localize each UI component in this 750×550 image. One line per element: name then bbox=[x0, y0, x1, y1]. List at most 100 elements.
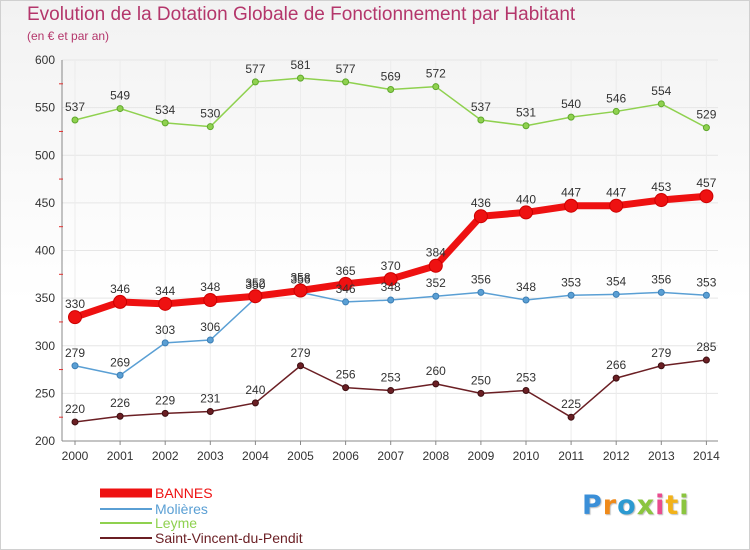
data-point bbox=[567, 291, 575, 299]
data-label: 569 bbox=[381, 70, 401, 84]
data-label: 365 bbox=[336, 264, 356, 278]
data-point bbox=[387, 387, 395, 395]
data-point bbox=[161, 409, 169, 417]
data-label: 269 bbox=[110, 355, 130, 369]
x-tick-label: 2006 bbox=[332, 449, 359, 463]
data-label: 436 bbox=[471, 196, 491, 210]
data-label: 352 bbox=[426, 276, 446, 290]
logo-letter: i bbox=[679, 490, 690, 521]
x-tick-label: 2010 bbox=[513, 449, 540, 463]
logo-letter: i bbox=[655, 490, 666, 521]
data-point bbox=[612, 107, 620, 115]
data-label: 531 bbox=[516, 106, 536, 120]
data-point bbox=[297, 74, 304, 82]
data-point bbox=[71, 116, 79, 124]
data-point bbox=[293, 283, 308, 298]
data-point bbox=[654, 193, 669, 208]
data-point bbox=[116, 105, 124, 113]
y-tick-label: 250 bbox=[35, 386, 55, 400]
data-point bbox=[657, 100, 665, 108]
data-point bbox=[702, 356, 710, 364]
data-label: 581 bbox=[290, 58, 310, 72]
data-point bbox=[383, 272, 398, 287]
legend-swatch bbox=[100, 508, 152, 510]
data-point bbox=[564, 198, 579, 213]
data-label: 285 bbox=[696, 340, 716, 354]
data-label: 348 bbox=[516, 280, 536, 294]
x-tick-label: 2004 bbox=[242, 449, 269, 463]
data-label: 370 bbox=[381, 259, 401, 273]
data-label: 447 bbox=[606, 186, 626, 200]
series-saint-vincent-du-pendit bbox=[71, 356, 710, 426]
data-point bbox=[161, 119, 169, 127]
data-label: 572 bbox=[426, 67, 446, 81]
logo-letter: o bbox=[617, 490, 637, 521]
data-point bbox=[342, 298, 350, 306]
data-point bbox=[248, 289, 263, 304]
data-point bbox=[251, 78, 259, 86]
data-label: 356 bbox=[290, 272, 310, 286]
data-point bbox=[657, 362, 665, 370]
data-label: 220 bbox=[65, 402, 85, 416]
data-point bbox=[477, 288, 485, 296]
data-label: 352 bbox=[245, 276, 265, 290]
logo-letter: P bbox=[582, 490, 603, 521]
data-label: 537 bbox=[65, 100, 85, 114]
data-label: 577 bbox=[245, 62, 265, 76]
legend-swatch bbox=[100, 488, 152, 498]
data-point bbox=[68, 310, 82, 325]
data-label: 279 bbox=[290, 346, 310, 360]
legend: BANNESMolièresLeymeSaint-Vincent-du-Pend… bbox=[100, 485, 303, 546]
x-tick-label: 2002 bbox=[152, 449, 179, 463]
legend-item: BANNES bbox=[100, 485, 213, 501]
y-tick-label: 550 bbox=[35, 101, 55, 115]
data-point bbox=[657, 288, 665, 296]
data-label: 225 bbox=[561, 397, 581, 411]
data-label: 344 bbox=[155, 284, 175, 298]
data-label: 330 bbox=[65, 297, 85, 311]
data-point bbox=[612, 374, 620, 382]
data-point bbox=[428, 258, 443, 273]
data-point bbox=[432, 83, 440, 91]
data-label: 303 bbox=[155, 323, 175, 337]
data-label: 530 bbox=[200, 107, 220, 121]
data-label: 348 bbox=[381, 280, 401, 294]
x-tick-label: 2014 bbox=[693, 449, 720, 463]
data-point bbox=[477, 116, 485, 124]
legend-item: Saint-Vincent-du-Pendit bbox=[100, 530, 303, 546]
data-label: 353 bbox=[696, 275, 716, 289]
data-label: 457 bbox=[696, 176, 716, 190]
data-label: 554 bbox=[651, 84, 671, 98]
data-label: 358 bbox=[290, 271, 310, 285]
data-label: 256 bbox=[336, 368, 356, 382]
data-label: 348 bbox=[200, 280, 220, 294]
legend-item: Molières bbox=[100, 501, 208, 517]
data-point bbox=[387, 296, 395, 304]
logo-letter: x bbox=[636, 490, 656, 521]
data-label: 534 bbox=[155, 103, 175, 117]
data-label: 250 bbox=[471, 373, 491, 387]
data-label: 356 bbox=[471, 272, 491, 286]
data-label: 546 bbox=[606, 91, 626, 105]
x-tick-label: 2008 bbox=[422, 449, 449, 463]
data-point bbox=[477, 389, 485, 397]
data-point bbox=[473, 209, 488, 224]
data-point bbox=[116, 412, 124, 420]
data-point bbox=[71, 362, 79, 370]
data-point bbox=[206, 407, 214, 415]
y-tick-label: 300 bbox=[35, 339, 55, 353]
data-point bbox=[206, 336, 214, 344]
legend-swatch bbox=[100, 537, 152, 539]
data-point bbox=[387, 86, 395, 94]
data-label: 253 bbox=[516, 371, 536, 385]
data-point bbox=[567, 113, 575, 121]
data-point bbox=[522, 122, 530, 130]
chart-subtitle: (en € et par an) bbox=[27, 29, 110, 43]
data-point bbox=[432, 380, 440, 388]
series-moli-res bbox=[71, 288, 710, 379]
data-point bbox=[71, 418, 79, 426]
data-point bbox=[612, 290, 620, 298]
chart-title: Evolution de la Dotation Globale de Fonc… bbox=[27, 4, 576, 25]
